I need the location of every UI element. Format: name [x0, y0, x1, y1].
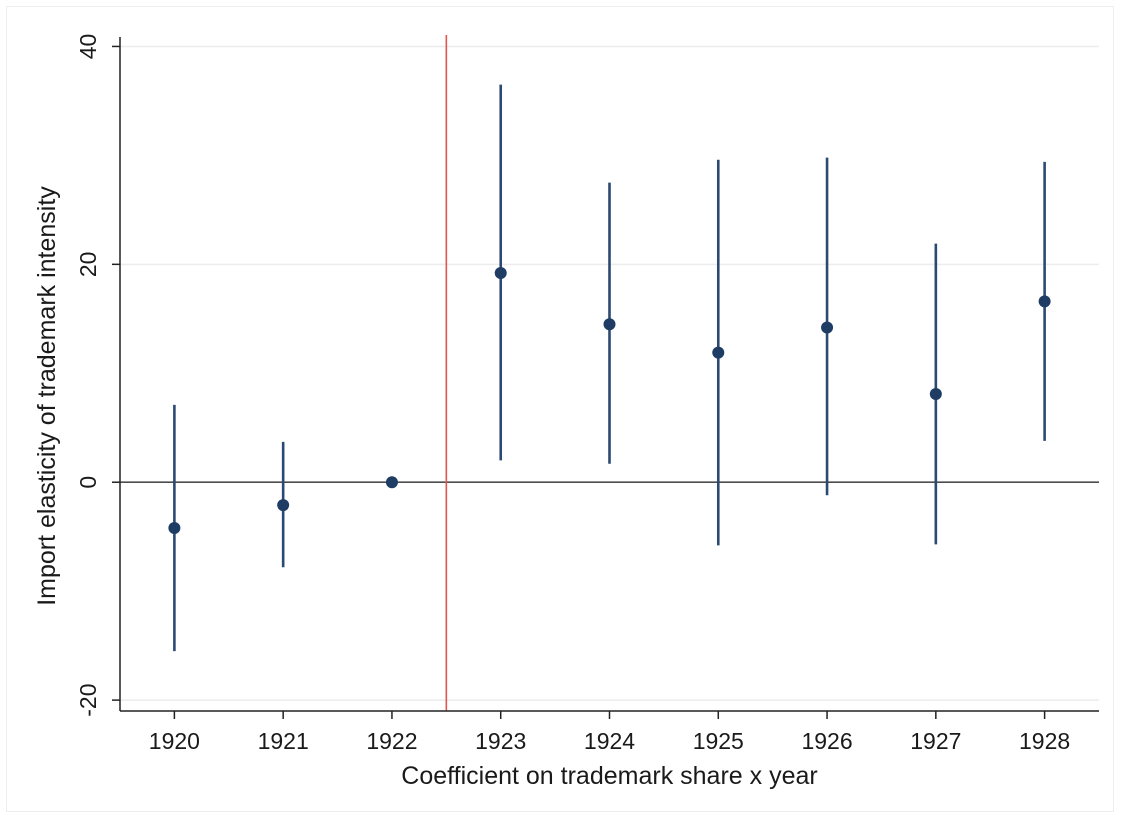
x-tick-label-8: 1928 [1019, 728, 1070, 754]
x-tick-label-6: 1926 [801, 728, 852, 754]
x-axis-title: Coefficient on trademark share x year [401, 762, 817, 790]
chart-frame: -20 0 20 40 1920 1921 1922 1923 1924 1925 1926 192… [6, 6, 1114, 812]
point-estimate-1923 [494, 267, 507, 280]
point-estimate-1921 [277, 499, 290, 512]
y-ticks: -20 0 20 40 [75, 34, 120, 717]
point-estimate-1927 [929, 387, 942, 400]
x-tick-label-4: 1924 [584, 728, 635, 754]
point-estimate-1925 [712, 346, 725, 359]
x-tick-label-5: 1925 [693, 728, 744, 754]
confidence-intervals [173, 84, 1046, 652]
y-tick-label-1: 0 [75, 476, 101, 489]
y-tick-label-3: 40 [75, 34, 101, 60]
x-ticks: 1920 1921 1922 1923 1924 1925 1926 1927 1928 [149, 711, 1070, 754]
y-axis-title: Import elasticity of trademark intensity [33, 186, 61, 606]
x-tick-label-3: 1923 [475, 728, 526, 754]
point-estimates [168, 267, 1051, 534]
point-estimate-1928 [1038, 295, 1051, 308]
x-tick-label-1: 1921 [258, 728, 309, 754]
point-estimate-1920 [168, 521, 181, 534]
x-tick-label-7: 1927 [910, 728, 961, 754]
x-tick-label-0: 1920 [149, 728, 200, 754]
y-tick-label-0: -20 [75, 683, 101, 716]
point-estimate-1922 [385, 476, 398, 489]
x-tick-label-2: 1922 [366, 728, 417, 754]
point-estimate-1924 [603, 318, 616, 331]
y-tick-label-2: 20 [75, 252, 101, 278]
point-estimate-1926 [821, 321, 834, 334]
